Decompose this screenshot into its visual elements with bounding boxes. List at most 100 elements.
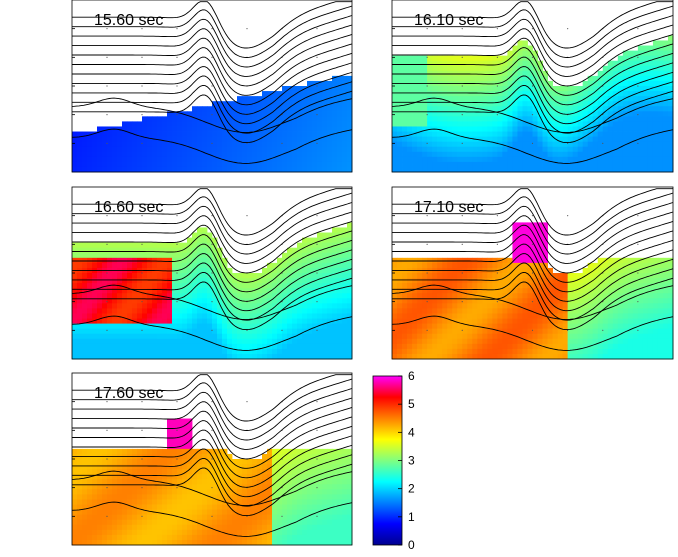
grid-dots — [426, 28, 639, 144]
heatmap-cell — [617, 338, 624, 345]
heatmap-cell — [157, 318, 163, 324]
heatmap-cell — [647, 323, 654, 330]
heatmap-cell — [417, 146, 423, 153]
heatmap-cell — [657, 257, 664, 264]
heatmap-cell — [127, 539, 133, 546]
heatmap-cell — [177, 308, 183, 314]
heatmap-cell — [477, 262, 483, 269]
grid-dot — [496, 114, 498, 116]
heatmap-cell — [507, 338, 513, 345]
heatmap-cell — [622, 303, 629, 309]
heatmap-cell — [627, 278, 634, 284]
heatmap-cell — [157, 348, 163, 355]
heatmap-cell — [157, 519, 163, 526]
heatmap-cell — [642, 60, 649, 67]
heatmap-cell — [147, 338, 153, 345]
heatmap-cell — [432, 293, 438, 299]
heatmap-cell — [132, 499, 138, 505]
heatmap-cell — [622, 283, 629, 289]
heatmap-cell — [132, 273, 138, 279]
heatmap-cell — [337, 293, 343, 299]
heatmap-cell — [147, 489, 153, 495]
heatmap-cell — [542, 80, 548, 87]
heatmap-cell — [142, 283, 148, 289]
heatmap-cell — [602, 121, 609, 127]
heatmap-cell — [252, 283, 258, 289]
heatmap-cell — [302, 242, 308, 249]
heatmap-cell — [82, 448, 88, 455]
heatmap-cell — [652, 80, 659, 87]
heatmap-cell — [492, 121, 498, 127]
heatmap-cell — [487, 106, 493, 112]
heatmap-cell — [587, 338, 594, 345]
heatmap-cell — [202, 131, 208, 137]
heatmap-cell — [607, 111, 614, 117]
heatmap-cell — [292, 247, 298, 254]
heatmap-cell — [292, 91, 298, 97]
heatmap-cell — [572, 136, 579, 143]
heatmap-cell — [117, 353, 123, 360]
heatmap-cell — [102, 303, 108, 309]
grid-dot — [637, 85, 639, 87]
heatmap-cell — [582, 323, 589, 330]
heatmap-cell — [347, 80, 353, 87]
heatmap-cell — [512, 55, 518, 62]
heatmap-cell — [152, 146, 158, 153]
heatmap-cell — [497, 116, 503, 122]
heatmap-cell — [662, 50, 669, 57]
heatmap-cell — [602, 273, 609, 279]
heatmap-cell — [292, 353, 298, 360]
heatmap-cell — [417, 141, 423, 148]
heatmap-cell — [207, 348, 213, 355]
heatmap-cell — [182, 318, 188, 324]
heatmap-cell — [332, 75, 338, 82]
contour-line — [72, 230, 353, 283]
heatmap-cell — [297, 262, 303, 269]
heatmap-cell — [437, 308, 443, 314]
heatmap-cell — [572, 313, 579, 319]
heatmap-cell — [447, 353, 453, 360]
heatmap-cell — [162, 131, 168, 137]
grid-dot — [496, 272, 498, 274]
heatmap-cell — [347, 343, 353, 350]
heatmap-cell — [277, 313, 283, 319]
heatmap-cell — [177, 252, 183, 259]
heatmap-cell — [477, 96, 483, 102]
heatmap-cell — [302, 343, 308, 350]
heatmap-cell — [457, 323, 463, 330]
heatmap-cell — [517, 318, 523, 324]
heatmap-cell — [307, 278, 313, 284]
heatmap-cell — [182, 166, 188, 173]
heatmap-cell — [502, 257, 508, 264]
heatmap-cell — [537, 303, 543, 309]
heatmap-cell — [557, 116, 564, 122]
heatmap-cell — [512, 116, 518, 122]
heatmap-cell — [547, 146, 553, 153]
heatmap-cell — [467, 65, 473, 72]
heatmap-cell — [607, 146, 614, 153]
heatmap-cell — [392, 131, 398, 137]
heatmap-cell — [627, 166, 634, 173]
heatmap-cell — [617, 86, 624, 92]
heatmap-cell — [422, 60, 428, 67]
heatmap-cell — [567, 161, 574, 168]
heatmap-cell — [157, 166, 163, 173]
heatmap-cell — [277, 267, 283, 274]
heatmap-cell — [142, 504, 148, 510]
heatmap-cell — [467, 151, 473, 158]
heatmap-cell — [287, 126, 293, 132]
heatmap-cell — [537, 141, 543, 148]
heatmap-cell — [347, 151, 353, 158]
heatmap-cell — [282, 121, 288, 127]
heatmap-cell — [567, 303, 574, 309]
heatmap-cell — [517, 348, 523, 355]
heatmap-cell — [487, 126, 493, 132]
heatmap-cell — [602, 262, 609, 269]
heatmap-cell — [282, 126, 288, 132]
grid-dot — [211, 329, 213, 331]
heatmap-cell — [137, 464, 143, 470]
heatmap-cell — [482, 318, 488, 324]
heatmap-cell — [347, 222, 353, 228]
heatmap-cell — [512, 267, 518, 274]
heatmap-cell — [432, 283, 438, 289]
